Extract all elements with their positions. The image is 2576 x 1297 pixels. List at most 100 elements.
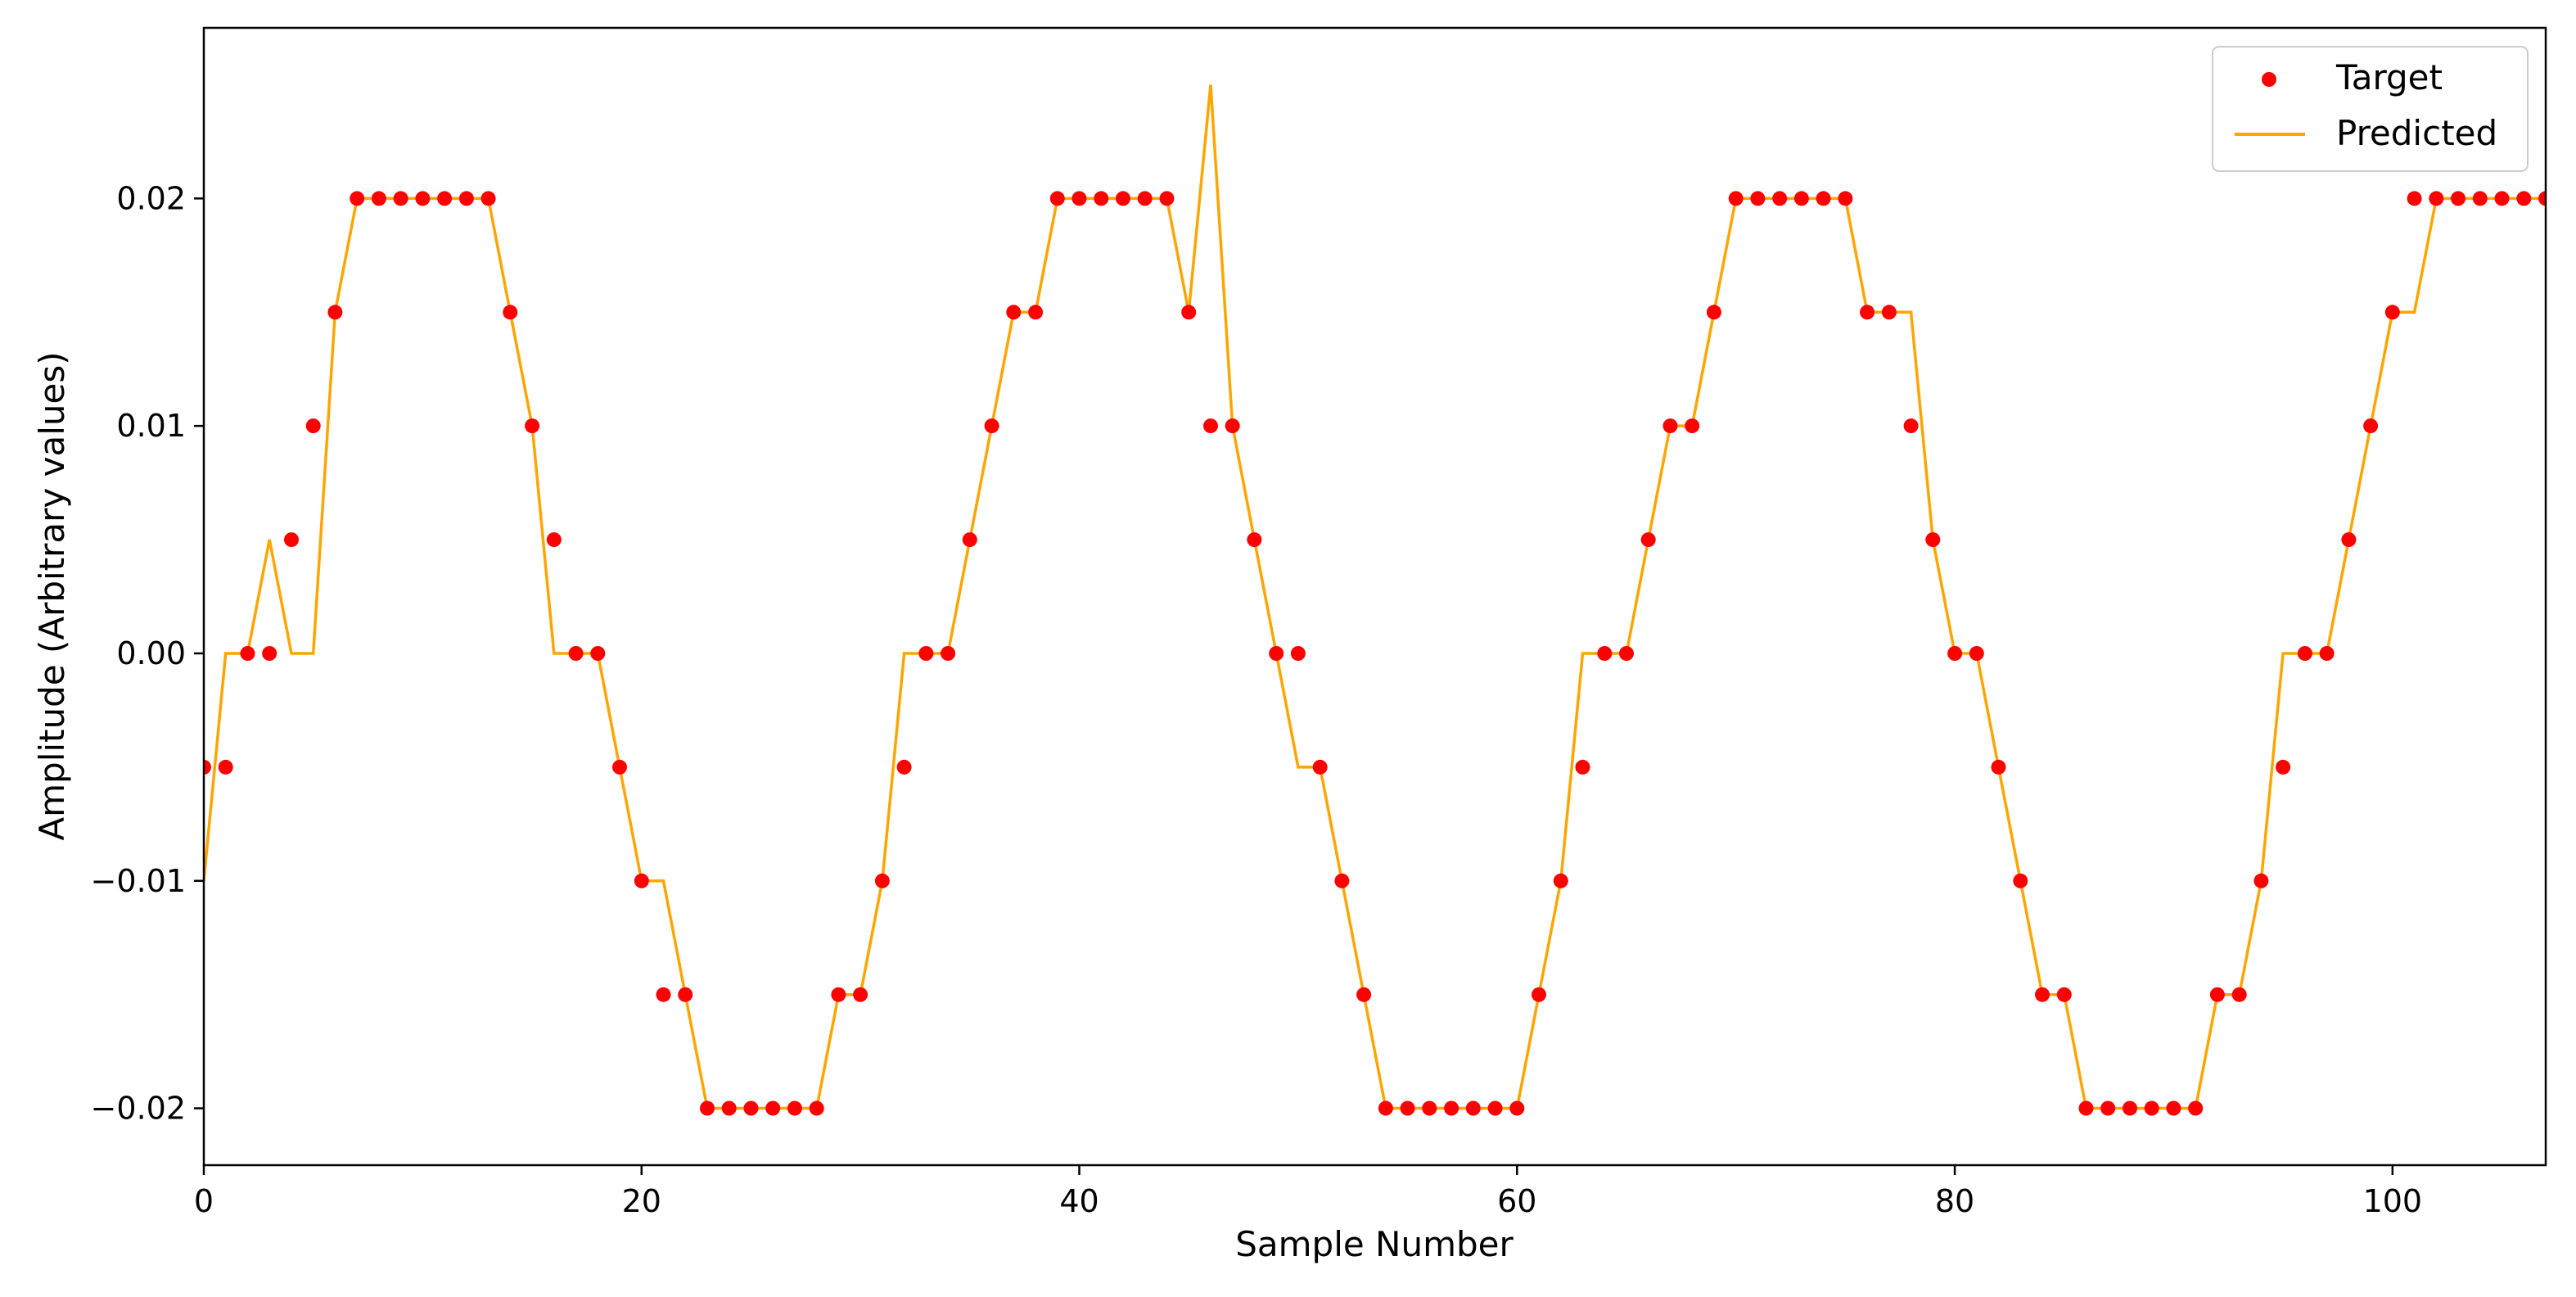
- y-axis: −0.02 −0.01 0.00 0.01 0.02: [91, 180, 204, 1127]
- target-point: [503, 305, 518, 320]
- plot-frame: [202, 26, 2547, 1167]
- target-point: [568, 646, 584, 661]
- target-point: [350, 191, 365, 206]
- target-point: [1750, 191, 1766, 206]
- target-point: [2472, 191, 2488, 206]
- target-point: [415, 191, 431, 206]
- target-point: [918, 646, 934, 661]
- legend-label-predicted: Predicted: [2336, 113, 2497, 153]
- target-point: [2231, 987, 2247, 1002]
- target-point: [2407, 191, 2422, 206]
- target-point: [984, 418, 999, 434]
- legend-box: [2212, 46, 2529, 172]
- target-point: [1181, 305, 1197, 320]
- target-point: [1049, 191, 1065, 206]
- target-point: [1269, 646, 1284, 661]
- x-axis: 0 20 40 60 80 100: [194, 1165, 2422, 1219]
- target-point: [204, 759, 211, 775]
- target-point: [1356, 987, 1372, 1002]
- target-point: [2538, 191, 2546, 206]
- target-point: [1728, 191, 1744, 206]
- target-point: [1991, 759, 2006, 775]
- x-axis-title: Sample Number: [1235, 1224, 1514, 1264]
- target-point: [1247, 532, 1262, 548]
- target-point: [1640, 532, 1656, 548]
- target-point: [1860, 305, 1875, 320]
- target-point: [2297, 646, 2312, 661]
- target-point: [1925, 532, 1941, 548]
- legend: Target Predicted: [2212, 46, 2529, 172]
- target-point: [1532, 987, 1546, 1002]
- target-point: [2494, 191, 2510, 206]
- target-point: [262, 646, 277, 661]
- target-point: [809, 1100, 824, 1116]
- target-point: [2429, 191, 2444, 206]
- target-point: [2123, 1100, 2137, 1116]
- target-point: [371, 191, 386, 206]
- target-point: [1881, 305, 1897, 320]
- target-point: [2056, 987, 2072, 1002]
- target-point: [1203, 418, 1218, 434]
- target-point: [2166, 1100, 2181, 1116]
- target-point: [546, 532, 562, 548]
- target-point: [1225, 418, 1240, 434]
- target-point: [525, 418, 540, 434]
- target-point: [2188, 1100, 2204, 1116]
- target-point: [1444, 1100, 1459, 1116]
- target-point: [656, 987, 671, 1002]
- target-point: [2384, 305, 2400, 320]
- target-point: [1816, 191, 1831, 206]
- target-point: [853, 987, 868, 1002]
- target-point: [721, 1100, 737, 1116]
- target-point: [2144, 1100, 2159, 1116]
- target-point: [1006, 305, 1022, 320]
- target-point: [1400, 1100, 1415, 1116]
- target-point: [612, 759, 627, 775]
- target-point: [962, 532, 977, 548]
- target-point: [218, 759, 233, 775]
- target-point: [2516, 191, 2532, 206]
- y-axis-title: Amplitude (Arbitrary values): [32, 351, 72, 840]
- target-point: [1838, 191, 1853, 206]
- target-point: [1575, 759, 1590, 775]
- target-point: [1793, 191, 1809, 206]
- target-point: [1947, 646, 1963, 661]
- target-point: [1116, 191, 1130, 206]
- target-point: [1706, 305, 1721, 320]
- target-point: [1509, 1100, 1525, 1116]
- target-point: [1422, 1100, 1437, 1116]
- target-point: [1159, 191, 1175, 206]
- target-point: [765, 1100, 781, 1116]
- x-tick-label: 100: [2363, 1183, 2423, 1219]
- target-point: [941, 646, 956, 661]
- x-tick-label: 20: [622, 1183, 661, 1219]
- target-point: [700, 1100, 715, 1116]
- y-tick-label: 0.00: [116, 635, 186, 671]
- target-point: [2319, 646, 2335, 661]
- target-point: [1137, 191, 1153, 206]
- target-point: [1378, 1100, 1393, 1116]
- target-point: [2035, 987, 2050, 1002]
- target-point: [2100, 1100, 2116, 1116]
- target-point: [1903, 418, 1919, 434]
- target-point: [590, 646, 606, 661]
- target-point: [327, 305, 343, 320]
- target-point: [284, 532, 299, 548]
- target-point: [1487, 1100, 1503, 1116]
- target-point: [1662, 418, 1678, 434]
- target-point: [2078, 1100, 2094, 1116]
- target-point: [1772, 191, 1788, 206]
- target-point: [480, 191, 496, 206]
- target-point: [1028, 305, 1044, 320]
- target-point: [787, 1100, 802, 1116]
- target-point: [1290, 646, 1306, 661]
- target-point: [1597, 646, 1613, 661]
- target-point: [1685, 418, 1700, 434]
- target-point: [458, 191, 474, 206]
- target-point: [678, 987, 693, 1002]
- target-point: [2209, 987, 2225, 1002]
- target-point: [874, 873, 890, 888]
- target-point: [2013, 873, 2028, 888]
